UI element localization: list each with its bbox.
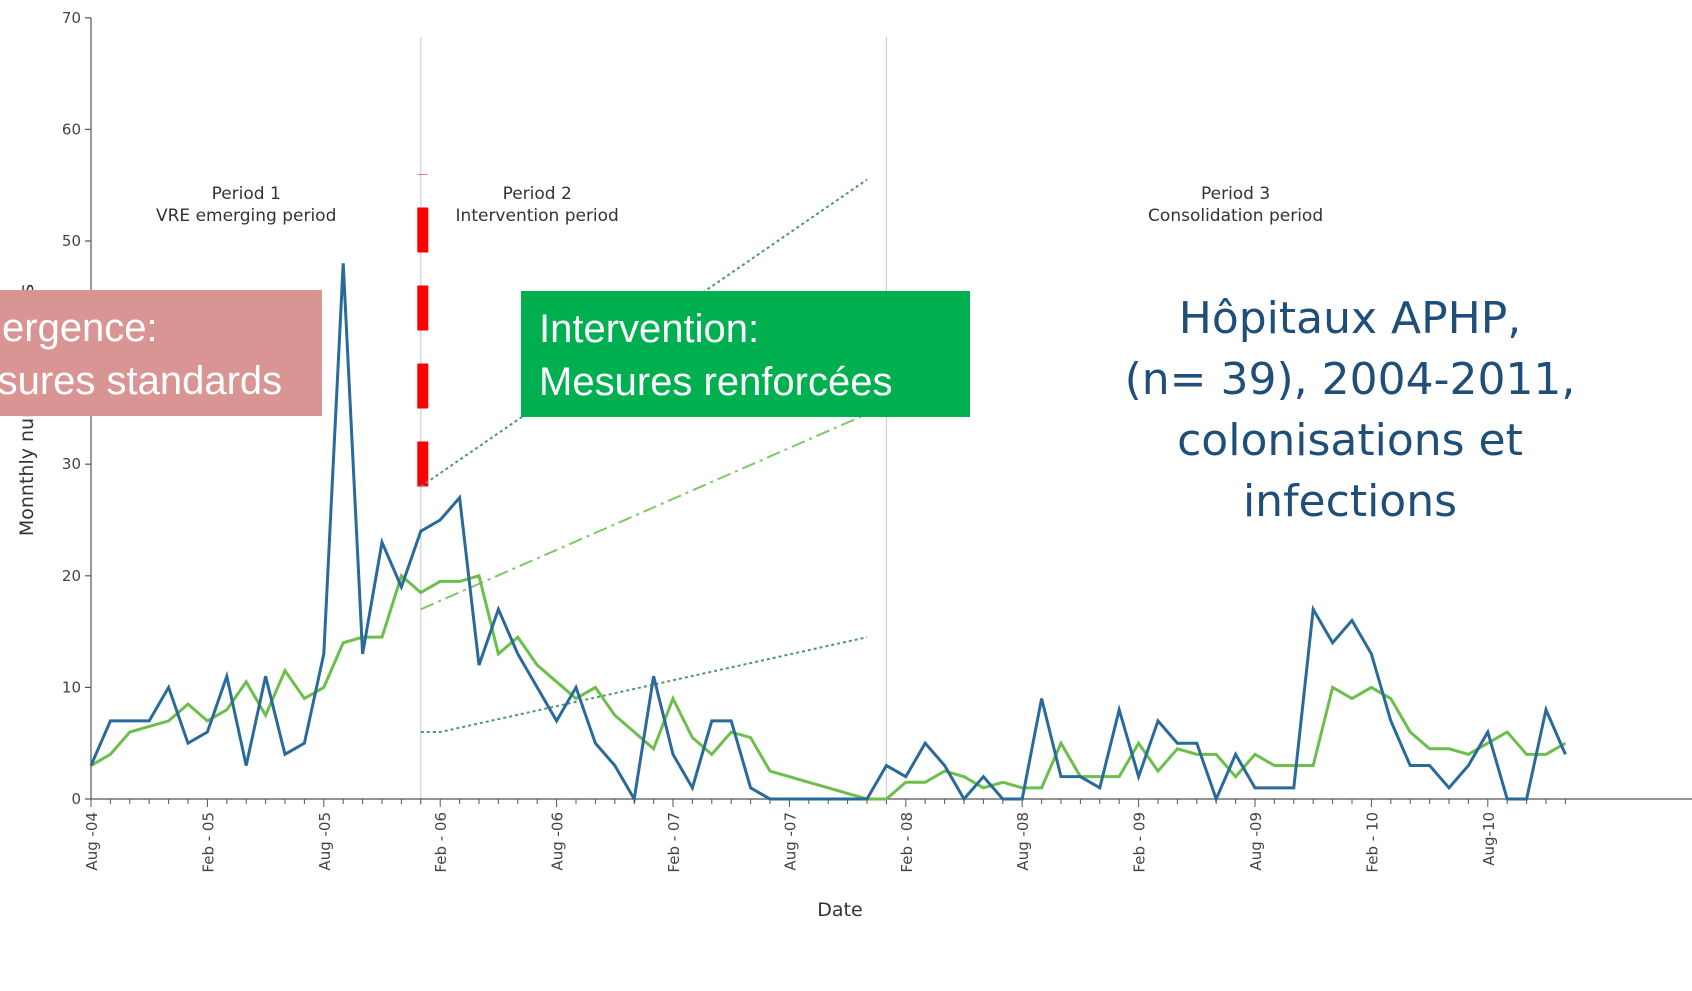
- series-line-1: [89, 263, 1567, 804]
- x-tick-label: Aug -06: [549, 812, 567, 871]
- trend-line-3: [420, 636, 868, 734]
- y-tick-label-10: 10: [62, 678, 81, 696]
- x-tick-label: Aug -04: [83, 812, 101, 871]
- x-tick-label: Feb - 07: [665, 812, 683, 873]
- emergence-box-line-1: Emergence:: [0, 306, 158, 350]
- y-tick-label-20: 20: [62, 567, 81, 585]
- x-tick-label: Feb - 06: [432, 812, 450, 873]
- period-1-label-line-2: VRE emerging period: [156, 206, 336, 226]
- x-tick-label: Feb - 05: [199, 812, 217, 873]
- hospital-note-line-2: (n= 39), 2004-2011,: [1124, 354, 1576, 405]
- hospital-note-line-3: colonisations et: [1177, 415, 1523, 466]
- x-tick-label: Aug -07: [781, 812, 799, 871]
- vertical-markers: [417, 37, 888, 805]
- x-tick-label: Aug -05: [316, 812, 334, 871]
- y-tick-label-0: 0: [71, 790, 81, 808]
- series-line-2: [90, 573, 1567, 801]
- intervention-box: Intervention: Mesures renforcées: [521, 291, 970, 417]
- x-tick-label: Feb - 08: [898, 812, 916, 873]
- intervention-box-line-2: Mesures renforcées: [539, 360, 893, 404]
- hospital-note-line-1: Hôpitaux APHP,: [1178, 293, 1522, 344]
- hospital-note-line-4: infections: [1242, 476, 1458, 527]
- x-axis-title: Date: [817, 899, 862, 921]
- trend-line-2: [420, 413, 868, 611]
- y-tick-label-70: 70: [62, 9, 81, 27]
- intervention-box-line-1: Intervention:: [539, 307, 760, 351]
- x-tick-label: Feb - 09: [1131, 812, 1149, 873]
- period-2-label-line-1: Period 2: [503, 184, 572, 204]
- x-tick-label: Feb - 10: [1363, 812, 1381, 873]
- x-tick-label: Aug -09: [1247, 812, 1265, 871]
- trend-lines: [420, 178, 868, 734]
- emergence-box-line-2: Mesures standards: [0, 359, 283, 403]
- x-tick-label: Aug -08: [1014, 812, 1032, 871]
- period-1-label-line-1: Period 1: [212, 184, 281, 204]
- y-tick-label-30: 30: [62, 455, 81, 473]
- data-series: [89, 263, 1567, 804]
- y-tick-label-60: 60: [62, 120, 81, 138]
- hospital-note: Hôpitaux APHP, (n= 39), 2004-2011, colon…: [1090, 288, 1610, 532]
- period-3-label-line-2: Consolidation period: [1148, 206, 1323, 226]
- period-2-label-line-2: Intervention period: [456, 206, 619, 226]
- y-tick-label-50: 50: [62, 232, 81, 250]
- x-tick-label: Aug-10: [1480, 812, 1498, 866]
- emergence-box: Emergence: Mesures standards: [0, 290, 322, 416]
- period-3-label-line-1: Period 3: [1201, 184, 1270, 204]
